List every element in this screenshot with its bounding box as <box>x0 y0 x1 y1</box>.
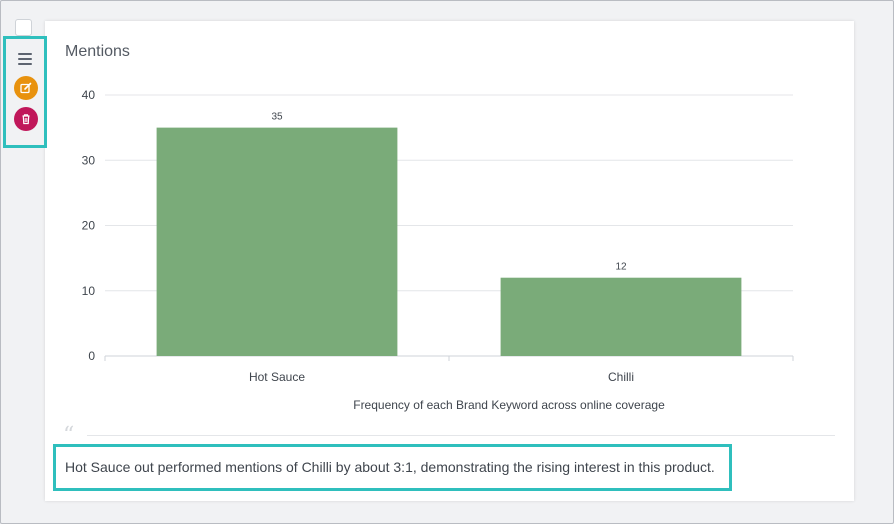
quote-icon: “ <box>63 423 75 448</box>
bar-value-label: 35 <box>271 112 283 123</box>
menu-icon[interactable] <box>18 53 32 65</box>
y-tick-label: 40 <box>82 88 96 102</box>
y-tick-label: 0 <box>88 349 95 363</box>
bar-chart: 0 10 20 30 40 35 Hot Sauce 12 Chilli Frequency of… <box>82 88 794 412</box>
edit-icon <box>20 82 32 94</box>
y-tick-label: 20 <box>82 219 96 233</box>
trash-icon <box>22 114 30 125</box>
chart-widget-card: Mentions 0 10 20 30 40 35 Hot Sauce 12 Chilli Fre… <box>45 21 854 501</box>
bar-value-label: 12 <box>615 262 627 273</box>
x-category-label: Hot Sauce <box>249 370 305 384</box>
edit-button[interactable] <box>14 76 38 100</box>
quote-divider <box>87 435 835 436</box>
bar-hot-sauce <box>156 127 398 356</box>
chart-title: Mentions <box>65 43 130 60</box>
summary-text-box[interactable]: Hot Sauce out performed mentions of Chil… <box>53 444 732 491</box>
widget-toolbar <box>3 36 47 148</box>
y-tick-label: 30 <box>82 153 96 167</box>
delete-button[interactable] <box>14 107 38 131</box>
bar-chilli <box>500 277 742 356</box>
x-category-label: Chilli <box>608 370 634 384</box>
summary-text: Hot Sauce out performed mentions of Chil… <box>65 459 715 475</box>
x-axis-label: Frequency of each Brand Keyword across o… <box>353 398 665 412</box>
y-tick-label: 10 <box>82 284 96 298</box>
select-widget-checkbox[interactable] <box>15 19 32 36</box>
